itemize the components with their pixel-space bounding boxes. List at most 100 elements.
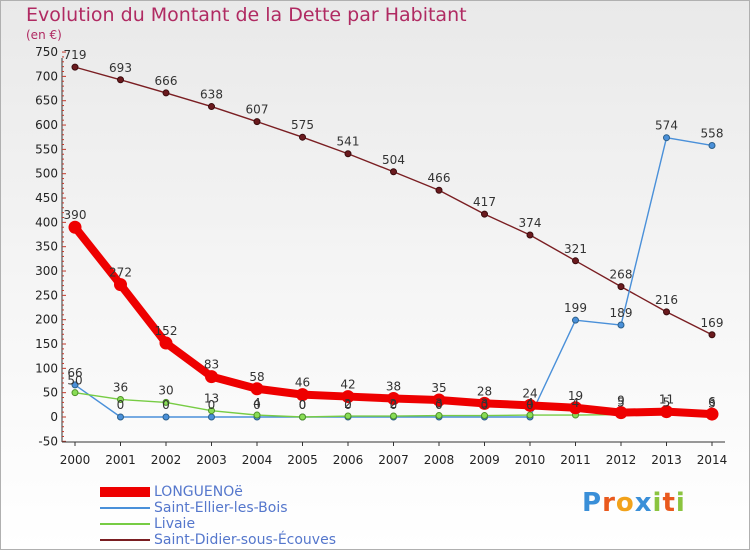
y-tick-label: 750 <box>35 45 58 59</box>
point-longuenoe <box>660 405 673 419</box>
point-longuenoe <box>250 382 264 396</box>
x-tick-label: 2011 <box>560 453 591 467</box>
data-label-livaie: 3 <box>481 397 489 411</box>
data-label-livaie: 0 <box>299 398 307 412</box>
data-label-saint-ellier: 66 <box>67 366 82 380</box>
logo-letter: i <box>675 488 686 518</box>
point-saint-didier <box>253 118 261 126</box>
point-longuenoe <box>387 392 400 406</box>
y-tick-label: 300 <box>35 264 58 278</box>
legend-swatch <box>100 507 150 509</box>
data-label-saint-ellier: 574 <box>655 119 678 133</box>
logo-letter: o <box>615 488 635 518</box>
point-longuenoe <box>341 390 355 404</box>
data-label-livaie: 30 <box>158 383 173 397</box>
legend-swatch <box>100 539 150 541</box>
data-label-saint-ellier: 0 <box>162 398 170 412</box>
legend-item-saint-didier: Saint-Didier-sous-Écouves <box>100 532 400 548</box>
proxiti-logo: Proxiti <box>582 488 686 518</box>
data-label-livaie: 4 <box>253 396 261 410</box>
legend-label: Saint-Ellier-les-Bois <box>154 500 288 516</box>
x-tick-label: 2008 <box>424 453 455 467</box>
data-label-longuenoe: 24 <box>522 386 537 400</box>
data-label-saint-didier: 575 <box>291 118 314 132</box>
point-longuenoe <box>705 407 719 421</box>
data-label-longuenoe: 152 <box>155 324 178 338</box>
x-tick-label: 2000 <box>60 453 91 467</box>
data-label-longuenoe: 11 <box>659 393 674 407</box>
data-label-saint-didier: 693 <box>109 61 132 75</box>
point-longuenoe <box>114 278 127 292</box>
y-tick-label: 250 <box>35 288 58 302</box>
point-saint-didier <box>617 283 625 291</box>
data-label-saint-didier: 268 <box>610 268 633 282</box>
point-livaie <box>435 412 443 420</box>
point-saint-didier <box>117 76 124 84</box>
x-tick-label: 2007 <box>378 453 409 467</box>
data-label-livaie: 2 <box>390 397 398 411</box>
data-label-longuenoe: 38 <box>386 380 401 394</box>
point-longuenoe <box>68 220 82 234</box>
data-label-saint-ellier: 0 <box>481 398 489 412</box>
y-tick-label: 700 <box>35 69 58 83</box>
y-tick-label: 600 <box>35 118 58 132</box>
point-longuenoe <box>478 396 491 410</box>
point-longuenoe <box>614 406 628 420</box>
data-label-saint-didier: 374 <box>519 216 542 230</box>
point-saint-didier <box>481 210 488 218</box>
data-label-saint-didier: 321 <box>564 242 587 256</box>
point-saint-ellier <box>663 134 670 142</box>
point-livaie <box>344 412 352 420</box>
y-tick-label: 400 <box>35 215 58 229</box>
legend-item-livaie: Livaie <box>100 516 400 532</box>
point-saint-didier <box>344 150 352 158</box>
logo-letter: t <box>662 488 676 518</box>
y-tick-label: 150 <box>35 337 58 351</box>
y-tick-label: 500 <box>35 167 58 181</box>
chart-title: Evolution du Montant de la Dette par Hab… <box>26 4 467 26</box>
data-label-saint-didier: 607 <box>246 103 269 117</box>
y-tick-label: 50 <box>43 386 58 400</box>
legend-swatch <box>100 523 150 525</box>
x-tick-label: 2009 <box>469 453 500 467</box>
legend-swatch <box>100 487 150 497</box>
point-livaie <box>117 395 124 403</box>
data-label-longuenoe: 272 <box>109 266 132 280</box>
y-tick-label: 200 <box>35 313 58 327</box>
data-label-longuenoe: 6 <box>708 395 716 409</box>
data-label-saint-ellier: 0 <box>253 398 261 412</box>
data-label-saint-ellier: 0 <box>390 398 398 412</box>
point-longuenoe <box>523 398 537 412</box>
point-saint-didier <box>572 257 579 265</box>
point-longuenoe <box>296 388 309 402</box>
data-label-livaie: 36 <box>113 380 128 394</box>
point-saint-ellier <box>572 316 579 324</box>
data-label-saint-didier: 638 <box>200 88 223 102</box>
data-label-livaie: 5 <box>663 396 671 410</box>
point-saint-ellier <box>117 413 124 421</box>
y-tick-label: 100 <box>35 361 58 375</box>
point-saint-ellier <box>71 381 79 389</box>
data-label-saint-didier: 417 <box>473 195 496 209</box>
logo-letter: P <box>582 488 603 518</box>
data-label-saint-ellier: 0 <box>435 398 443 412</box>
data-label-livaie: 4 <box>526 396 534 410</box>
data-label-livaie: 50 <box>67 374 82 388</box>
point-livaie <box>71 389 79 397</box>
data-label-longuenoe: 58 <box>249 370 264 384</box>
data-label-saint-didier: 169 <box>701 316 724 330</box>
x-tick-label: 2006 <box>333 453 364 467</box>
point-saint-didier <box>390 168 397 176</box>
data-label-saint-ellier: 0 <box>299 398 307 412</box>
data-label-saint-didier: 666 <box>155 74 178 88</box>
x-tick-label: 2013 <box>651 453 682 467</box>
data-label-saint-didier: 504 <box>382 153 405 167</box>
point-saint-didier <box>299 133 306 141</box>
x-tick-label: 2001 <box>105 453 136 467</box>
point-saint-didier <box>663 308 670 316</box>
data-label-saint-ellier: 189 <box>610 306 633 320</box>
data-label-saint-ellier: 0 <box>208 398 216 412</box>
y-tick-label: 350 <box>35 240 58 254</box>
data-label-livaie: 2 <box>344 397 352 411</box>
